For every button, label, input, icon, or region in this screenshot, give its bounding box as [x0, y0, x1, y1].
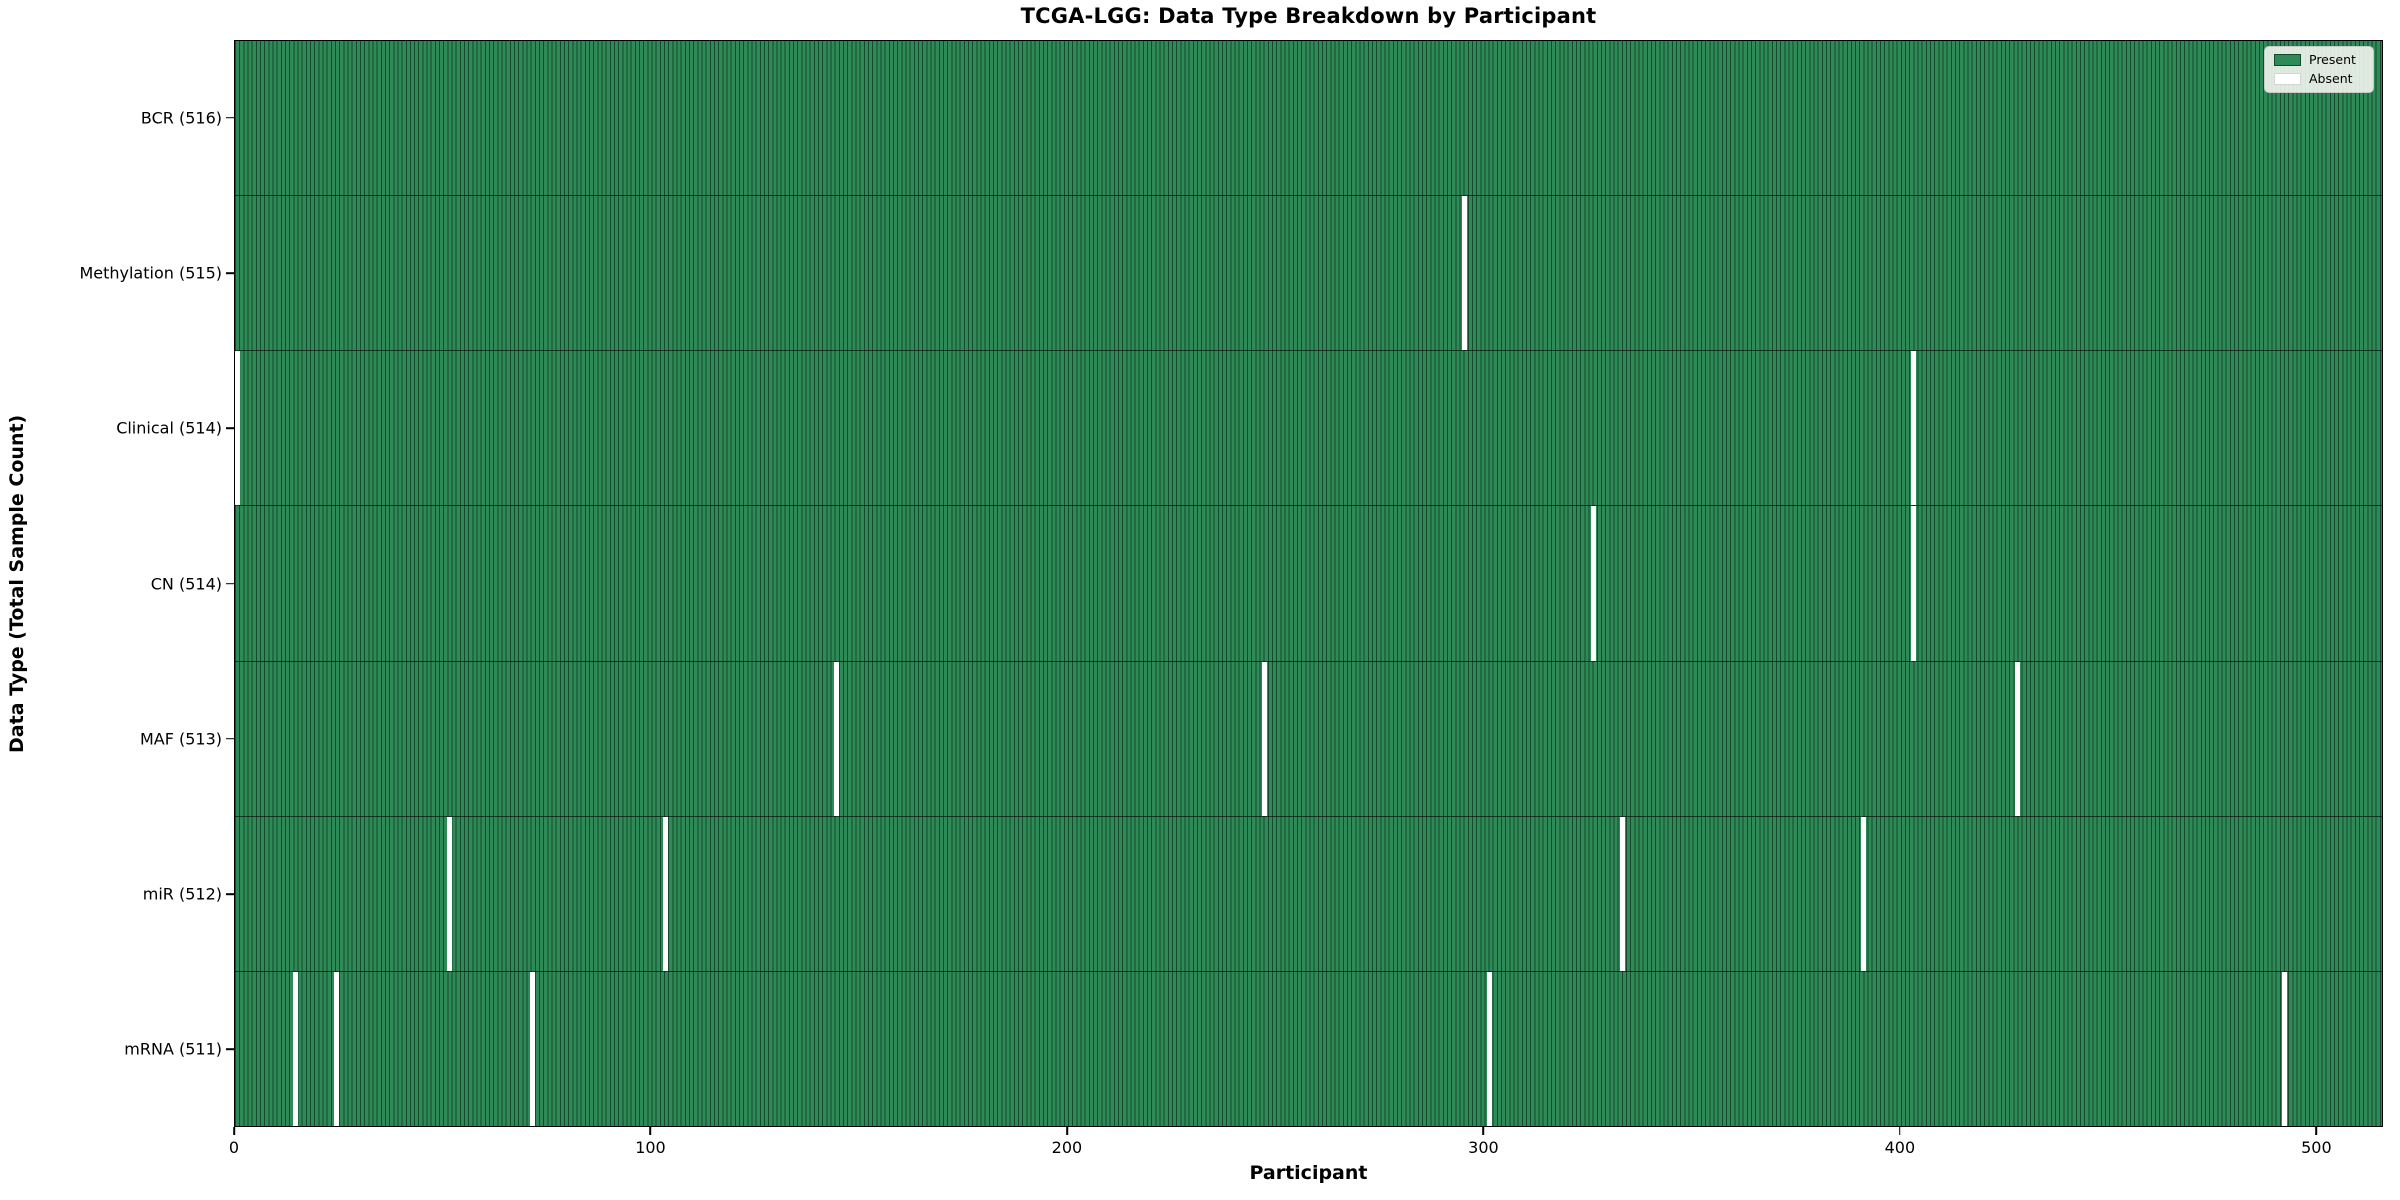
x-tick-mark — [1066, 1127, 1068, 1135]
data-row-methylation — [235, 195, 2382, 351]
absent-stripe — [2015, 661, 2021, 816]
chart-title: TCGA-LGG: Data Type Breakdown by Partici… — [1020, 4, 1597, 28]
y-tick-label-maf: MAF (513) — [139, 729, 222, 749]
x-tick-label: 200 — [1051, 1138, 1083, 1157]
absent-stripe — [334, 971, 340, 1126]
x-tick-mark — [2315, 1127, 2318, 1135]
legend-entry-present: Present — [2274, 52, 2364, 67]
x-tick-label: 100 — [635, 1138, 666, 1157]
data-row-mrna — [235, 970, 2382, 1126]
legend-label: Absent — [2309, 70, 2353, 86]
data-row-mir — [235, 815, 2382, 971]
absent-stripe — [1620, 816, 1626, 971]
absent-stripe — [833, 661, 839, 816]
legend-label: Present — [2309, 52, 2356, 67]
absent-stripe — [1911, 506, 1917, 661]
absent-stripe — [530, 971, 535, 1126]
y-tick-mark — [226, 893, 234, 895]
absent-stripe — [292, 971, 298, 1126]
y-tick-mark — [226, 737, 234, 740]
absent-stripe — [234, 351, 240, 506]
present-swatch-icon — [2274, 54, 2301, 67]
legend-entry-absent: Absent — [2274, 70, 2364, 86]
y-tick-mark — [226, 427, 234, 429]
y-tick-label-mir: miR (512) — [142, 884, 222, 904]
y-tick-label-clinical: Clinical (514) — [116, 418, 222, 438]
y-tick-mark — [226, 116, 234, 119]
absent-stripe — [1591, 506, 1596, 661]
absent-stripe — [1861, 816, 1867, 971]
y-tick-label-cn: CN (514) — [150, 574, 222, 593]
y-tick-mark — [226, 582, 234, 585]
absent-stripe — [2281, 971, 2287, 1126]
y-tick-label-methylation: Methylation (515) — [79, 263, 222, 283]
x-tick-label: 300 — [1468, 1138, 1499, 1157]
legend: Present Absent — [2264, 46, 2374, 93]
x-tick-mark — [1482, 1127, 1485, 1135]
data-row-maf — [235, 660, 2382, 816]
x-axis-label: Participant — [1249, 1162, 1368, 1184]
absent-stripe — [1911, 351, 1917, 506]
plot-area — [234, 40, 2383, 1127]
absent-swatch-icon — [2274, 72, 2301, 85]
x-tick-mark — [649, 1127, 652, 1135]
absent-stripe — [1262, 661, 1268, 816]
x-tick-label: 500 — [2301, 1138, 2332, 1157]
absent-stripe — [1487, 971, 1492, 1126]
absent-stripe — [446, 816, 452, 971]
y-tick-mark — [226, 1048, 234, 1051]
absent-stripe — [1462, 196, 1467, 351]
absent-stripe — [663, 816, 669, 971]
data-row-cn — [235, 505, 2382, 661]
data-row-clinical — [234, 350, 2382, 506]
y-tick-mark — [226, 272, 234, 274]
x-tick-mark — [233, 1127, 235, 1135]
x-tick-mark — [1899, 1127, 1901, 1135]
x-tick-label: 0 — [228, 1138, 240, 1157]
x-tick-label: 400 — [1884, 1138, 1916, 1157]
y-tick-label-mrna: mRNA (511) — [124, 1039, 222, 1059]
y-tick-label-bcr: BCR (516) — [140, 108, 222, 128]
data-row-bcr — [235, 41, 2382, 196]
